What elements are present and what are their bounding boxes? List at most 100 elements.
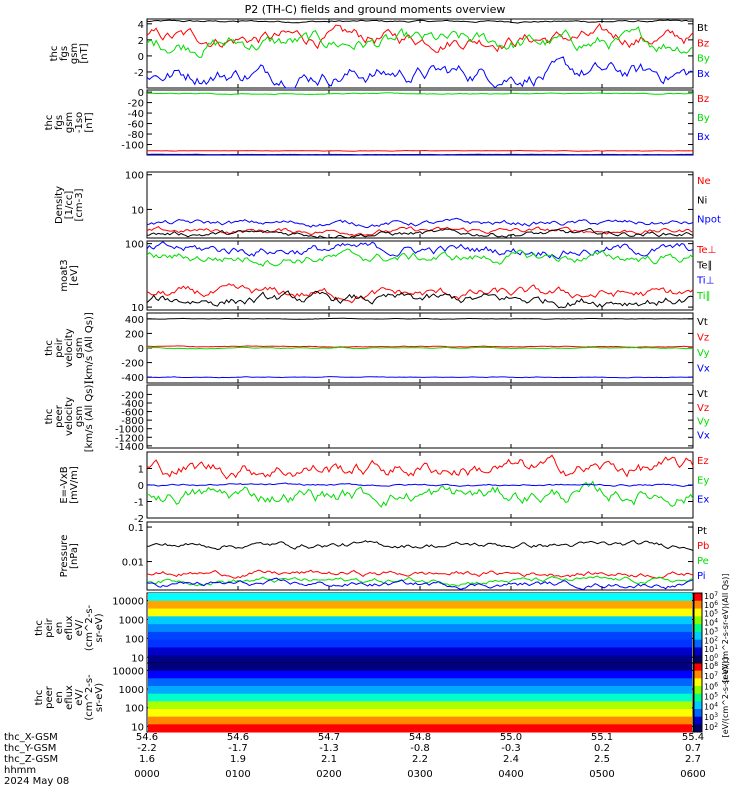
y-axis-label: (cm^2-s- (84, 604, 95, 651)
y-tick-label: -2 (134, 514, 144, 525)
panel-frame (146, 384, 694, 449)
panel-4: 100 10 moat3 [eV] Te⊥ Te∥ Ti⊥ Ti∥ (59, 240, 716, 314)
footer-x-value: 55.1 (591, 732, 613, 743)
colorbar-segment (694, 724, 702, 733)
legend-By: By (697, 54, 710, 65)
colorbar-segment (694, 716, 702, 725)
colorbar-segment (694, 686, 702, 695)
colorbar-tick-label: 104 (704, 618, 718, 628)
legend-Ni: Ni (697, 195, 707, 206)
y-axis-label: eV/ (74, 619, 85, 636)
colorbar-segment (694, 693, 702, 702)
series-line-Ez (146, 454, 694, 480)
spectrogram-band (148, 693, 692, 702)
y-axis-label: thc (44, 340, 55, 356)
chart-title: P2 (TH-C) fields and ground moments over… (245, 3, 506, 16)
y-tick-label: -800 (121, 416, 144, 427)
y-tick-label: 0 (138, 88, 144, 99)
footer-x-value: 55.4 (682, 732, 704, 743)
legend-Pi: Pi (697, 571, 706, 582)
legend-Bt: Bt (697, 23, 708, 34)
y-axis-label: thc (49, 46, 60, 62)
series-line-By (146, 92, 694, 96)
y-tick-label: 10 (131, 722, 144, 733)
footer-z-value: 1.6 (139, 754, 155, 765)
panel-frame (146, 521, 694, 591)
y-tick-label: 0 (138, 344, 144, 355)
legend-Te∥: Te∥ (696, 260, 713, 271)
series-line-Pi (146, 577, 694, 591)
y-axis-label: velocity (64, 328, 75, 367)
y-axis-label: moat3 (59, 259, 70, 291)
y-tick-label: 0 (138, 52, 144, 63)
footer-time-value: 0400 (498, 769, 523, 780)
y-tick-label: -1400 (115, 442, 144, 453)
y-axis-label: [nT] (79, 43, 90, 63)
colorbar-segment (694, 670, 702, 679)
spectrogram-band (148, 631, 692, 641)
y-axis-label: eV/ (74, 689, 85, 706)
y-axis-label: (cm^2-s- (84, 674, 95, 721)
series-line-Vz (147, 345, 693, 348)
legend-Pb: Pb (697, 541, 709, 552)
legend-By: By (697, 113, 710, 124)
legend-Vx: Vx (697, 430, 710, 441)
series-line-Ti∥ (146, 248, 694, 267)
y-tick-label: 10 (131, 303, 144, 314)
colorbar-tick-label: 104 (704, 702, 718, 712)
y-axis-label: [eV] (69, 265, 80, 286)
footer-x-value: 54.8 (409, 732, 431, 743)
legend-Bx: Bx (697, 69, 710, 80)
colorbar-frame (693, 662, 703, 733)
series-line-Bz (146, 149, 694, 152)
footer-time-value: 0600 (680, 769, 705, 780)
colorbar-segment (694, 616, 702, 625)
y-axis-label: fgs (59, 46, 70, 61)
colorbar-tick-label: 107 (704, 671, 718, 681)
colorbar-segment (694, 655, 702, 664)
y-axis-label: E=-VxB (59, 466, 70, 503)
legend-Ez: Ez (697, 456, 709, 467)
y-axis-label: thc (34, 620, 45, 636)
legend-Pe: Pe (697, 556, 709, 567)
spectrogram-band (148, 701, 692, 710)
y-tick-label: 2 (138, 36, 144, 47)
colorbar-tick-label: 101 (704, 644, 718, 654)
y-tick-label: 10 (131, 205, 144, 216)
panel-3: 100 10 Density [1/cc] [cm-3] Ne Ni Npot (54, 171, 721, 239)
colorbar-segment (694, 678, 702, 687)
y-axis-label: [mV/m] (69, 466, 80, 504)
panel-1: 4 2 0 -2 thc fgs gsm [nT] Bt Bz By Bx (49, 18, 710, 89)
footer-z-value: 2.1 (321, 754, 337, 765)
panel-5: 400 200 0 -200 -400 thc peir velocity gsm [km/s (… (44, 312, 710, 384)
colorbar-label: [eV/(cm^2-s-sr-eV)(All Qs)] (721, 574, 730, 683)
colorbar-tick-label: 108 (704, 661, 718, 671)
series-line-Pt (147, 539, 694, 552)
legend-Vt: Vt (697, 389, 708, 400)
panel-frame (146, 171, 694, 239)
footer-x-value: 55.0 (500, 732, 522, 743)
spectrogram-band (148, 678, 692, 687)
spectrogram-band (148, 639, 692, 648)
legend-Vy: Vy (697, 417, 710, 428)
legend-Vt: Vt (697, 317, 708, 328)
panel-frame (146, 89, 694, 156)
y-axis-label: peer (44, 685, 55, 709)
legend-Bz: Bz (697, 38, 709, 49)
y-tick-label: 400 (125, 315, 144, 326)
y-tick-label: 100 (125, 704, 144, 715)
series-line-Bt (146, 19, 694, 24)
footer-y-value: -1.7 (228, 743, 248, 754)
spectrogram-band (148, 655, 692, 664)
footer-time-value: 0200 (316, 769, 341, 780)
y-tick-label: -200 (121, 359, 144, 370)
legend-Ti⊥: Ti⊥ (696, 276, 714, 287)
colorbar-segment (694, 600, 702, 610)
footer-time-value: 0300 (407, 769, 432, 780)
legend-Vz: Vz (697, 333, 709, 344)
colorbar-tick-label: 103 (704, 712, 718, 722)
legend-Npot: Npot (697, 215, 721, 226)
colorbar-tick-label: 100 (704, 653, 718, 663)
colorbar-segment (694, 608, 702, 617)
panel-10: 10000 1000 100 10 thc peer en eflux eV/(cm^2-s-s… (34, 662, 694, 733)
